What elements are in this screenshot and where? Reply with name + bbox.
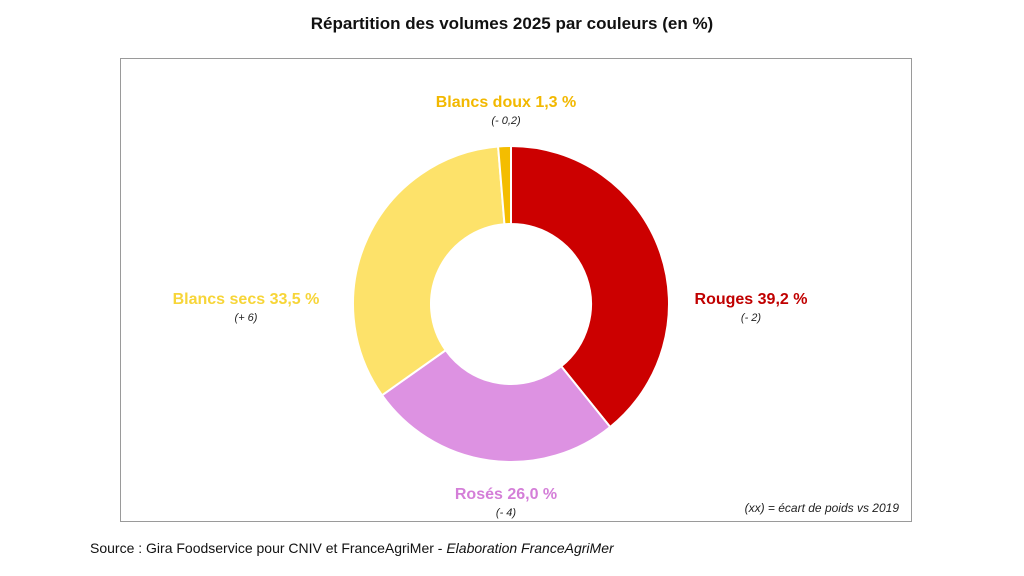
delta-blancs-doux: (- 0,2) [491, 115, 521, 127]
label-blancs-doux: Blancs doux 1,3 % [436, 94, 577, 111]
source-note: Source : Gira Foodservice pour CNIV et F… [90, 540, 614, 556]
source-text: Source : Gira Foodservice pour CNIV et F… [90, 540, 447, 556]
slice-roses [380, 348, 612, 463]
chart-title: Répartition des volumes 2025 par couleur… [310, 14, 714, 33]
legend-note: (xx) = écart de poids vs 2019 [744, 501, 899, 515]
slice-blancs-secs [352, 145, 506, 397]
delta-blancs-secs: (+ 6) [235, 312, 258, 324]
label-roses: Rosés 26,0 % [455, 486, 557, 503]
slice-blancs-doux [497, 144, 512, 226]
donut-chart: Rouges 39,2 % (- 2) Rosés 26,0 % (- 4) Blanc… [173, 94, 808, 519]
delta-rouges: (- 2) [741, 312, 762, 324]
source-italic-text: Elaboration FranceAgriMer [446, 540, 614, 556]
label-blancs-secs: Blancs secs 33,5 % [173, 291, 320, 308]
delta-roses: (- 4) [496, 507, 517, 519]
label-rouges: Rouges 39,2 % [695, 291, 808, 308]
chart-frame: Rouges 39,2 % (- 2) Rosés 26,0 % (- 4) Blanc… [120, 58, 912, 522]
slice-rouges [510, 144, 670, 429]
